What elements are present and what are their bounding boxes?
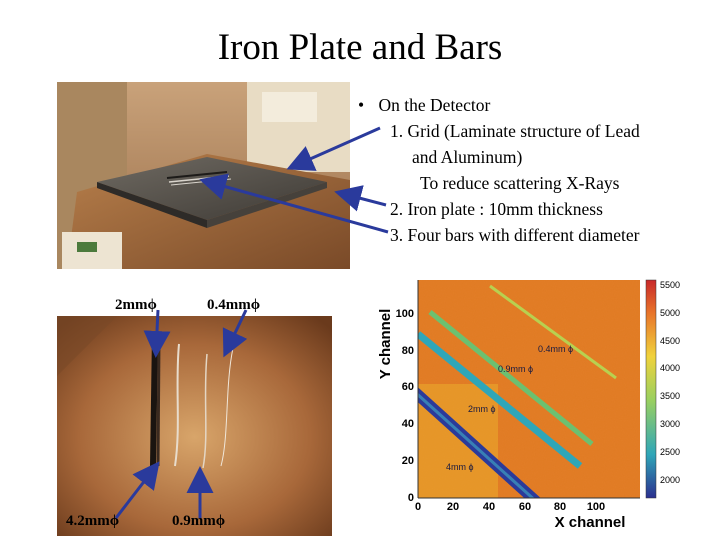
colorbar-tick: 3000	[660, 419, 680, 429]
bullet-line: 3. Four bars with different diameter	[390, 225, 640, 245]
bullet-list: • On the Detector 1. Grid (Laminate stru…	[358, 92, 708, 248]
colorbar-tick: 3500	[660, 391, 680, 401]
x-tick: 20	[447, 501, 459, 513]
x-tick-labels: 0 20 40 60 80 100	[415, 501, 605, 513]
bullet-line: To reduce scattering X-Rays	[420, 173, 620, 193]
bullet-line: and Aluminum)	[412, 147, 523, 167]
annotation-09mm: 0.9mm ϕ	[498, 364, 533, 374]
y-tick: 40	[402, 418, 414, 430]
bars-image	[57, 316, 332, 536]
x-tick: 60	[519, 501, 531, 513]
y-tick: 60	[402, 381, 414, 393]
x-axis-label: X channel	[555, 514, 626, 531]
bar-label-04mm: 0.4mmϕ	[207, 297, 261, 313]
colorbar-tick: 2500	[660, 447, 680, 457]
x-tick: 0	[415, 501, 421, 513]
annotation-4mm: 4mm ϕ	[446, 462, 474, 472]
y-tick: 80	[402, 345, 414, 357]
y-tick: 100	[396, 308, 414, 320]
bar-label-09mm: 0.9mmϕ	[172, 513, 226, 529]
annotation-2mm: 2mm ϕ	[468, 404, 496, 414]
bullet-text: On the Detector	[378, 95, 491, 115]
heatmap-plot: 0.4mm ϕ 0.9mm ϕ 2mm ϕ 4mm ϕ 0 20 40 60 8…	[377, 279, 680, 531]
colorbar	[645, 279, 657, 499]
iron-plate-image	[57, 82, 350, 269]
y-tick-labels: 0 20 40 60 80 100	[396, 308, 414, 504]
bars-photo	[57, 316, 332, 536]
bullet-line: 1. Grid (Laminate structure of Lead	[390, 121, 640, 141]
x-tick: 80	[554, 501, 566, 513]
colorbar-tick: 4000	[660, 363, 680, 373]
bullet-item: • On the Detector	[358, 92, 708, 118]
iron-plate-photo	[57, 82, 350, 269]
colorbar-tick: 5000	[660, 308, 680, 318]
y-axis-label: Y channel	[377, 309, 394, 380]
bullet-marker: •	[358, 95, 365, 115]
slide-title: Iron Plate and Bars	[217, 27, 503, 68]
xray-heatmap: 0.4mm ϕ 0.9mm ϕ 2mm ϕ 4mm ϕ 0 20 40 60 8…	[370, 274, 690, 536]
colorbar-tick: 2000	[660, 475, 680, 485]
annotation-04mm: 0.4mm ϕ	[538, 344, 573, 354]
x-tick: 40	[483, 501, 495, 513]
colorbar-tick-labels: 5500 5000 4500 4000 3500 3000 2500 2000	[660, 280, 680, 485]
bar-label-42mm: 4.2mmϕ	[66, 513, 120, 529]
y-tick: 0	[408, 492, 414, 504]
colorbar-tick: 4500	[660, 336, 680, 346]
colorbar-tick: 5500	[660, 280, 680, 290]
x-tick: 100	[587, 501, 605, 513]
y-tick: 20	[402, 455, 414, 467]
bullet-line: 2. Iron plate : 10mm thickness	[390, 199, 603, 219]
bar-label-2mm: 2mmϕ	[115, 297, 157, 313]
